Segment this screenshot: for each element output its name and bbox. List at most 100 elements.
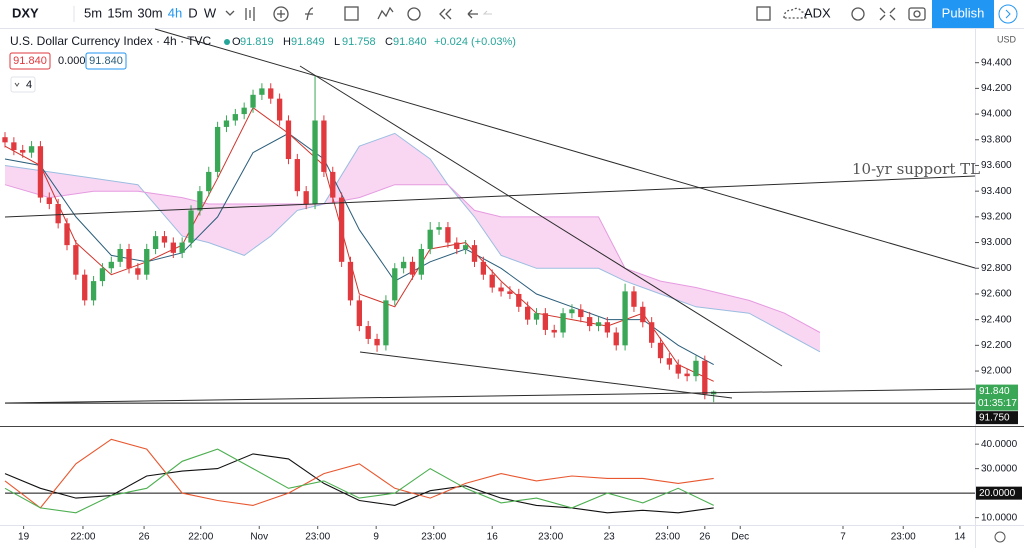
candle-body	[640, 306, 646, 323]
candle-body	[223, 120, 230, 127]
candle-body	[480, 261, 487, 275]
price-tag	[976, 411, 1018, 425]
x-tick-label: 23:00	[421, 532, 446, 543]
fullscreen-icon[interactable]	[879, 7, 896, 21]
toolbar	[0, 0, 1024, 28]
candle-body	[2, 137, 8, 143]
candle-body	[285, 120, 292, 160]
trend-line[interactable]	[4, 388, 976, 404]
y-tick-label: 92.000	[981, 366, 1012, 377]
trend-line[interactable]	[4, 175, 976, 218]
candle-body	[338, 197, 345, 262]
trend-line[interactable]	[359, 351, 733, 399]
candle-body	[268, 88, 274, 99]
interval-button[interactable]: D	[188, 5, 197, 20]
annotation: 10-yr support TL	[852, 160, 980, 178]
settings-icon[interactable]	[851, 7, 865, 21]
candle-body	[55, 204, 61, 224]
price-tag-label: 91.750	[979, 412, 1010, 423]
candle-body	[675, 364, 681, 374]
x-tick-label: 19	[18, 532, 30, 543]
candle-body	[214, 126, 221, 172]
legend-value: 0.000	[58, 55, 86, 67]
moving-average	[4, 132, 714, 366]
y-tick-label: 94.200	[981, 83, 1012, 94]
interval-button[interactable]: 30m	[137, 5, 162, 20]
trend-line[interactable]	[154, 28, 976, 269]
candle-body	[516, 293, 522, 307]
candle-body	[117, 248, 123, 262]
candle-body	[197, 191, 203, 211]
interval-button[interactable]: 15m	[107, 5, 132, 20]
candle-body	[82, 274, 88, 301]
x-tick-label: 26	[139, 532, 151, 543]
fx-icon[interactable]	[305, 7, 314, 21]
collapse-arrow	[14, 82, 20, 87]
layout-icon[interactable]	[756, 6, 771, 21]
candle-body	[312, 120, 318, 205]
candle-body	[649, 322, 655, 343]
indicator-button[interactable]: ADX	[804, 5, 831, 20]
candle-body	[64, 223, 70, 246]
candle-body	[188, 210, 194, 243]
ohlc-value: 91.819	[240, 36, 274, 48]
undo-icon[interactable]	[467, 9, 478, 19]
cloud-icon[interactable]	[783, 7, 807, 19]
candle-body	[427, 229, 433, 249]
candle-body	[445, 227, 451, 243]
publish-button[interactable]	[932, 0, 994, 28]
y-tick-label: 93.600	[981, 160, 1012, 171]
ohlc-label: H	[283, 36, 291, 48]
y-tick-label: 40.0000	[981, 439, 1018, 450]
countdown: 01:35:17	[978, 398, 1017, 409]
candle-body	[604, 322, 611, 333]
alert-icon[interactable]	[407, 7, 421, 21]
trend-line[interactable]	[299, 65, 783, 367]
x-tick-label: 26	[699, 532, 711, 543]
interval-button[interactable]: 5m	[84, 5, 102, 20]
templates-icon[interactable]	[344, 6, 359, 21]
x-tick-label: 23:00	[891, 532, 916, 543]
add-icon[interactable]	[273, 6, 289, 22]
candles-icon[interactable]	[245, 7, 255, 21]
x-tick-label: 23:00	[655, 532, 680, 543]
indicator-line	[4, 438, 714, 509]
symbol[interactable]: DXY	[12, 5, 39, 20]
dropdown-icon[interactable]	[225, 10, 235, 16]
legend-box	[85, 52, 127, 70]
redo-icon[interactable]	[482, 10, 492, 15]
candle-body	[657, 342, 664, 359]
legend-value: 91.840	[13, 55, 47, 67]
candle-body	[684, 373, 690, 377]
publish-label: Publish	[942, 5, 985, 20]
cloud-span-b	[4, 184, 821, 333]
y-tick-label: 93.400	[981, 186, 1012, 197]
compare-icon[interactable]	[377, 6, 394, 20]
interval-button[interactable]: 4h	[168, 5, 182, 20]
panel-toggle[interactable]	[998, 4, 1018, 24]
candle-body	[533, 313, 540, 320]
x-tick-label: Nov	[250, 532, 268, 543]
candle-body	[489, 274, 495, 288]
candle-body	[560, 313, 566, 333]
candle-body	[20, 150, 26, 153]
replay-icon[interactable]	[439, 8, 452, 20]
y-tick-label: 92.600	[981, 289, 1012, 300]
panel-toggle-arrow	[1005, 9, 1011, 19]
collapse-button[interactable]	[10, 76, 36, 93]
candle-body	[356, 300, 362, 327]
candle-body	[303, 191, 309, 205]
candle-body	[250, 94, 256, 108]
snapshot-icon[interactable]	[908, 7, 926, 21]
x-tick-label: 22:00	[70, 532, 95, 543]
interval-button[interactable]: W	[204, 5, 217, 20]
candle-body	[152, 236, 159, 249]
ohlc-label: C	[385, 36, 393, 48]
indicator-line	[4, 453, 714, 514]
candle-body	[462, 245, 469, 249]
settings-gear[interactable]	[994, 531, 1006, 543]
y-tick-label: 94.400	[981, 57, 1012, 68]
candle-body	[347, 261, 354, 301]
candle-body	[400, 261, 407, 269]
